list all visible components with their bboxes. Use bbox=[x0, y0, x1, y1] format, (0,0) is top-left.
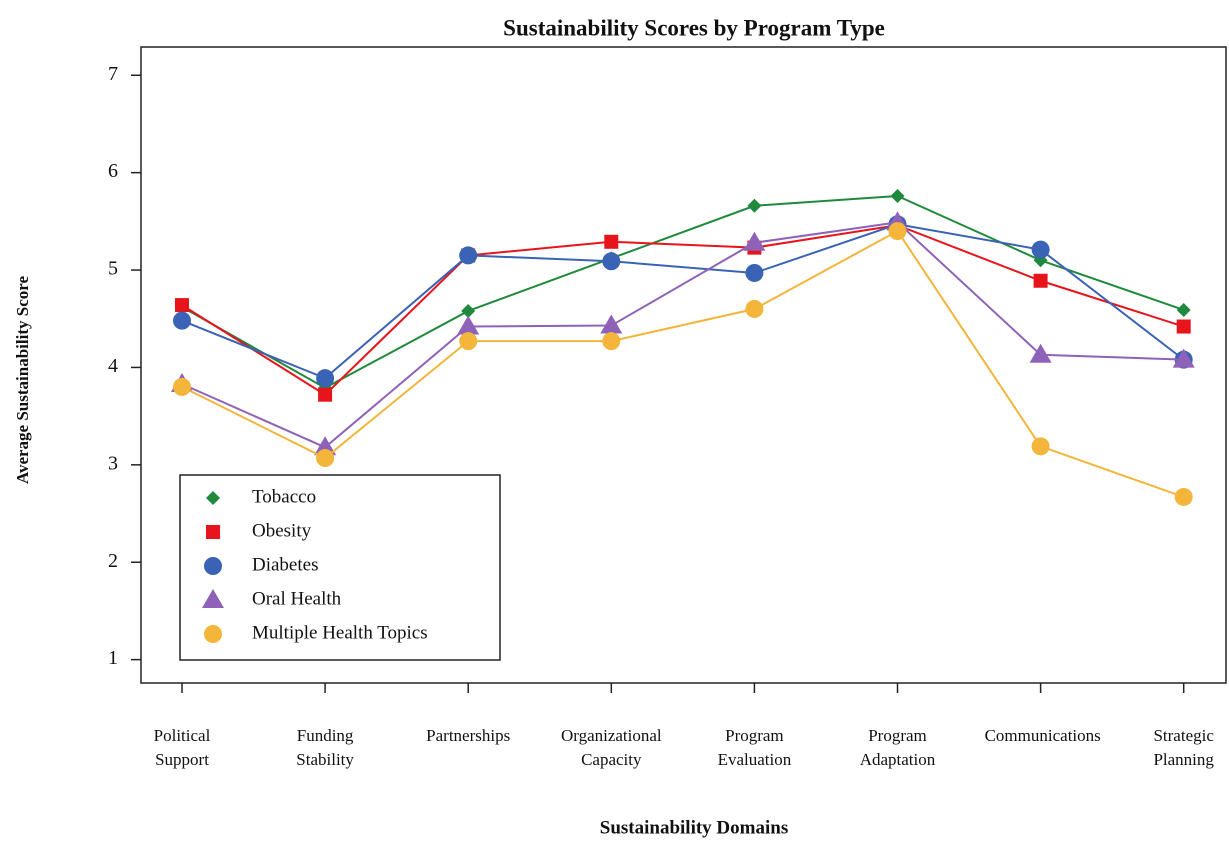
y-tick-label: 4 bbox=[108, 355, 118, 377]
marker bbox=[1172, 348, 1195, 368]
marker bbox=[206, 525, 220, 539]
marker bbox=[461, 303, 476, 318]
y-tick-label: 5 bbox=[108, 258, 118, 280]
marker bbox=[602, 252, 621, 271]
x-tick-label: Communications bbox=[984, 726, 1101, 745]
marker bbox=[459, 246, 478, 265]
chart-title: Sustainability Scores by Program Type bbox=[503, 15, 885, 40]
series-line bbox=[181, 195, 1185, 390]
marker bbox=[202, 589, 224, 608]
series-line bbox=[181, 229, 1185, 498]
series-line bbox=[181, 223, 1185, 380]
marker bbox=[1029, 343, 1052, 363]
x-tick-label: Strategic Planning bbox=[1153, 726, 1214, 769]
legend-label: Diabetes bbox=[252, 554, 318, 575]
y-tick-label: 2 bbox=[108, 550, 118, 572]
y-axis-label: Average Sustainability Score bbox=[13, 276, 32, 485]
x-tick-label: Program Adaptation bbox=[859, 726, 936, 769]
marker bbox=[318, 387, 333, 402]
marker bbox=[1176, 319, 1191, 334]
marker bbox=[745, 299, 764, 318]
marker bbox=[747, 198, 762, 213]
x-tick-label: Political Support bbox=[153, 726, 211, 769]
legend-label: Multiple Health Topics bbox=[252, 622, 428, 643]
marker bbox=[173, 311, 191, 330]
x-tick-label: Partnerships bbox=[426, 726, 511, 745]
marker bbox=[600, 314, 623, 334]
legend-label: Oral Health bbox=[252, 588, 342, 609]
marker bbox=[1031, 240, 1050, 259]
x-tick-label: Funding Stability bbox=[296, 726, 354, 769]
marker bbox=[743, 231, 766, 251]
marker bbox=[206, 491, 220, 505]
marker bbox=[459, 332, 478, 351]
marker bbox=[204, 557, 222, 575]
marker bbox=[1031, 437, 1050, 456]
marker bbox=[204, 625, 222, 643]
marker bbox=[888, 222, 907, 241]
marker bbox=[457, 315, 480, 335]
marker bbox=[314, 436, 337, 456]
marker bbox=[1176, 302, 1191, 317]
marker bbox=[173, 377, 191, 396]
y-tick-label: 7 bbox=[108, 63, 118, 85]
x-axis-label: Sustainability Domains bbox=[600, 817, 788, 838]
y-tick-label: 6 bbox=[108, 160, 118, 182]
series-line bbox=[181, 224, 1185, 396]
y-tick-label: 3 bbox=[108, 452, 118, 474]
series-line bbox=[181, 221, 1184, 449]
x-tick-label: Program Evaluation bbox=[717, 726, 792, 769]
x-tick-label: Organizational Capacity bbox=[560, 726, 662, 769]
marker bbox=[890, 189, 905, 204]
marker bbox=[745, 263, 764, 282]
legend-label: Obesity bbox=[252, 520, 312, 541]
marker bbox=[1174, 487, 1193, 506]
legend-box bbox=[179, 474, 501, 661]
marker bbox=[316, 369, 335, 388]
legend-label: Tobacco bbox=[252, 486, 316, 507]
plot-frame bbox=[140, 46, 1227, 684]
marker bbox=[175, 298, 189, 313]
marker bbox=[602, 332, 621, 351]
marker bbox=[1033, 273, 1048, 288]
marker bbox=[604, 234, 619, 249]
y-tick-label: 1 bbox=[108, 647, 118, 669]
marker bbox=[316, 449, 335, 468]
